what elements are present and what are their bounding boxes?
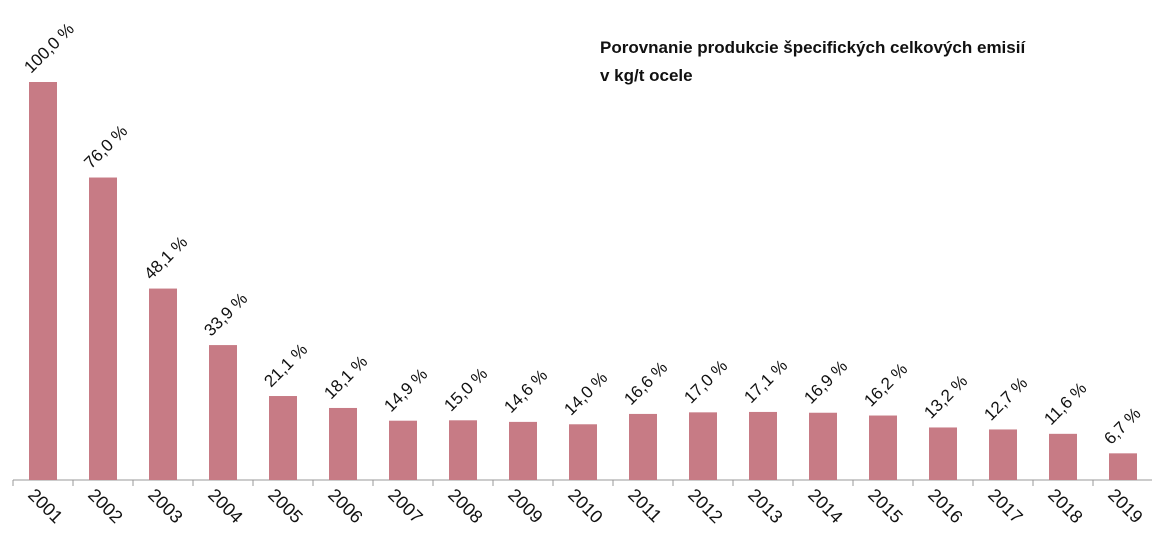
x-tick-label: 2004 (204, 485, 246, 527)
value-label: 17,1 % (740, 356, 791, 407)
x-tick-label: 2015 (864, 485, 906, 527)
bar (1109, 453, 1137, 480)
chart-title: v kg/t ocele (600, 66, 693, 85)
bar (269, 396, 297, 480)
value-label: 16,9 % (800, 357, 851, 408)
x-tick-label: 2006 (324, 485, 366, 527)
x-tick-label: 2013 (744, 485, 786, 527)
bar (89, 177, 117, 480)
value-label: 100,0 % (20, 19, 78, 77)
value-label: 18,1 % (320, 352, 371, 403)
value-label: 14,0 % (560, 368, 611, 419)
x-tick-label: 2001 (24, 485, 66, 527)
value-label: 16,2 % (860, 359, 911, 410)
bar (509, 421, 537, 480)
bar (449, 420, 477, 480)
value-label: 13,2 % (920, 371, 971, 422)
value-label: 12,7 % (980, 373, 1031, 424)
value-label: 21,1 % (260, 340, 311, 391)
bar (929, 427, 957, 480)
bar (629, 413, 657, 480)
bar (869, 415, 897, 480)
bar (689, 412, 717, 480)
x-tick-label: 2002 (84, 485, 126, 527)
bar (749, 411, 777, 480)
value-label: 6,7 % (1100, 404, 1144, 448)
bar (29, 82, 57, 480)
bar (1049, 433, 1077, 480)
bar (209, 345, 237, 480)
value-label: 14,9 % (380, 365, 431, 416)
x-tick-label: 2018 (1044, 485, 1086, 527)
x-tick-label: 2011 (624, 485, 666, 527)
bar (989, 429, 1017, 480)
chart-title: Porovnanie produkcie špecifických celkov… (600, 38, 1026, 57)
value-label: 16,6 % (620, 358, 671, 409)
bar (809, 412, 837, 480)
bar (329, 407, 357, 480)
value-label: 33,9 % (200, 289, 251, 340)
x-tick-label: 2016 (924, 485, 966, 527)
value-label: 14,6 % (500, 366, 551, 417)
value-label: 48,1 % (140, 233, 191, 284)
bar (389, 420, 417, 480)
x-tick-label: 2005 (264, 485, 306, 527)
bar (149, 288, 177, 480)
x-tick-label: 2012 (684, 485, 726, 527)
x-tick-label: 2019 (1104, 485, 1146, 527)
x-tick-label: 2008 (444, 485, 486, 527)
x-tick-label: 2007 (384, 485, 426, 527)
x-tick-label: 2003 (144, 485, 186, 527)
value-label: 17,0 % (680, 356, 731, 407)
x-tick-label: 2014 (804, 485, 846, 527)
value-label: 11,6 % (1040, 379, 1090, 429)
x-tick-label: 2017 (984, 485, 1026, 527)
x-tick-label: 2009 (504, 485, 546, 527)
value-label: 76,0 % (80, 121, 131, 172)
x-tick-label: 2010 (564, 485, 606, 527)
bar (569, 424, 597, 480)
value-label: 15,0 % (440, 364, 491, 415)
